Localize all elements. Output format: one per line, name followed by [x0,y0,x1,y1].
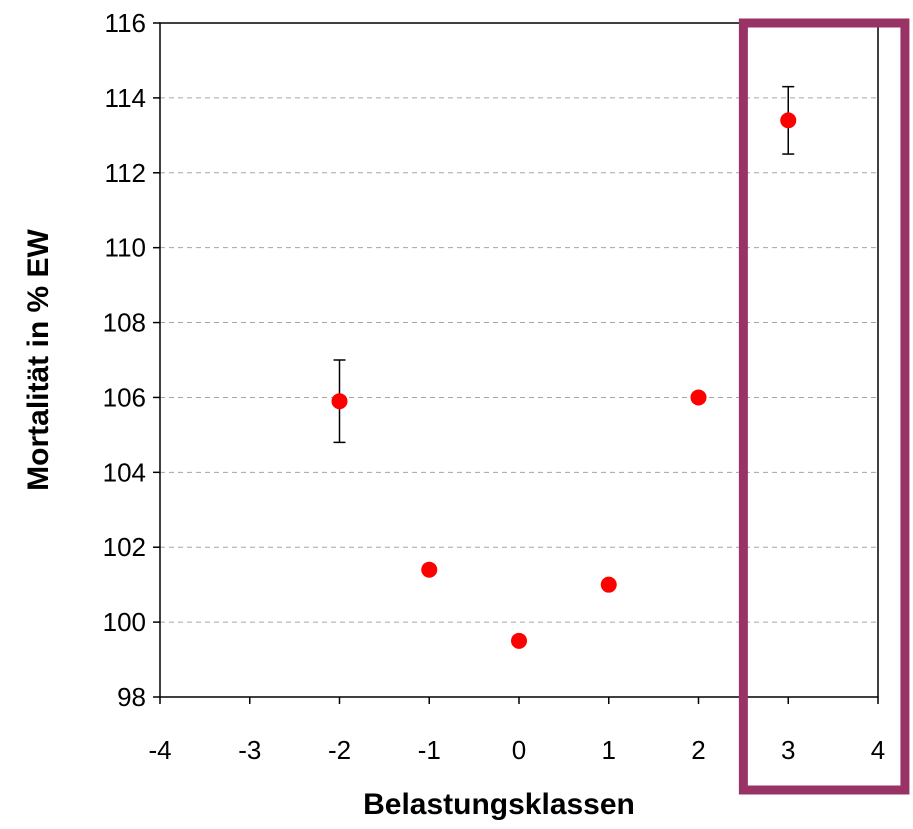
plot-area-frame [159,22,879,698]
data-point [780,112,797,129]
y-tick-label: 114 [105,83,146,113]
highlight-box [738,18,910,795]
x-tick-label: 3 [781,735,795,765]
x-tick-label: -2 [328,735,351,765]
y-tick-label: 112 [105,158,146,188]
data-point [331,393,348,410]
x-tick-label: 2 [691,735,705,765]
axis-ticks: 98 100 102 104 106 108 110 112 114 116 -4 -3 -2 -1 0 1 2… [103,8,886,765]
data-point [511,632,527,649]
y-axis-title: Mortalität in % EW [22,228,55,490]
y-tick-label: 100 [103,607,146,637]
data-points [331,112,797,649]
data-point [690,389,707,406]
x-tick-label: -4 [148,735,171,765]
y-tick-label: 108 [103,308,146,338]
x-tick-label: 1 [602,735,616,765]
y-tick-label: 116 [105,8,146,38]
data-point [600,576,617,593]
y-tick-label: 102 [103,532,146,562]
x-tick-label: -3 [238,735,261,765]
x-tick-label: 0 [512,735,526,765]
grid-layer [160,97,878,623]
x-tick-label: -1 [418,735,441,765]
x-tick-label: 4 [871,735,885,765]
y-tick-label: 98 [117,682,146,712]
data-point [421,561,438,578]
error-bars [333,85,795,590]
x-axis-title: Belastungsklassen [363,788,635,821]
y-tick-label: 110 [105,233,146,263]
y-tick-label: 104 [103,457,146,487]
y-tick-label: 106 [103,382,146,412]
